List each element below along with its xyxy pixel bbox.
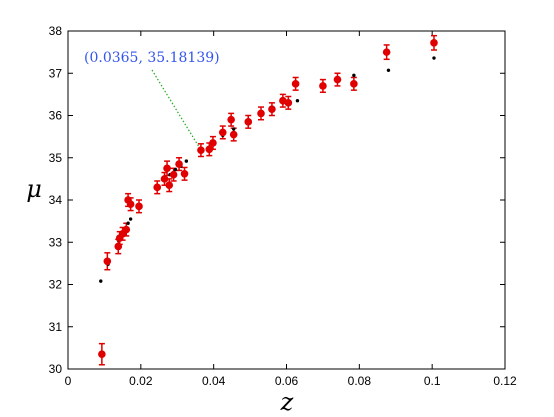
model-point bbox=[185, 159, 188, 162]
y-tick-label: 38 bbox=[49, 24, 63, 38]
observed-point bbox=[175, 160, 183, 168]
y-tick-label: 35 bbox=[49, 151, 63, 165]
x-axis-label: z bbox=[280, 388, 294, 416]
observed-point bbox=[285, 99, 293, 107]
x-tick-label: 0.08 bbox=[348, 374, 372, 388]
model-point bbox=[296, 99, 299, 102]
y-tick-label: 31 bbox=[49, 320, 63, 334]
observed-point bbox=[219, 129, 227, 137]
observed-point bbox=[163, 165, 171, 173]
model-point bbox=[126, 222, 129, 225]
x-tick-label: 0.12 bbox=[493, 374, 517, 388]
observed-point bbox=[127, 200, 135, 208]
y-tick-label: 36 bbox=[49, 109, 63, 123]
model-point bbox=[232, 127, 235, 130]
observed-point bbox=[350, 80, 358, 88]
observed-point bbox=[170, 171, 178, 179]
observed-point bbox=[161, 175, 169, 183]
observed-point bbox=[227, 116, 235, 124]
observed-point bbox=[197, 146, 205, 154]
x-tick-label: 0.04 bbox=[202, 374, 226, 388]
plot-area bbox=[68, 31, 505, 369]
observed-point bbox=[268, 105, 276, 113]
annotation-label: (0.0365, 35.18139) bbox=[84, 50, 220, 66]
x-tick-label: 0 bbox=[65, 374, 72, 388]
observed-point bbox=[383, 48, 391, 56]
model-point bbox=[352, 74, 355, 77]
x-tick-label: 0.06 bbox=[275, 374, 299, 388]
observed-point bbox=[205, 146, 213, 154]
model-point bbox=[174, 168, 177, 171]
y-tick-label: 34 bbox=[49, 193, 63, 207]
y-tick-label: 33 bbox=[49, 235, 63, 249]
observed-point bbox=[153, 184, 161, 192]
x-tick-label: 0.1 bbox=[424, 374, 441, 388]
observed-point bbox=[292, 80, 300, 88]
observed-point bbox=[334, 76, 342, 84]
y-tick-label: 30 bbox=[49, 362, 63, 376]
observed-point bbox=[430, 39, 438, 47]
observed-point bbox=[319, 82, 327, 90]
observed-point bbox=[114, 243, 122, 251]
observed-point bbox=[122, 226, 130, 234]
observed-point bbox=[98, 350, 106, 358]
observed-point bbox=[135, 203, 143, 211]
model-point bbox=[129, 217, 132, 220]
model-point bbox=[99, 279, 102, 282]
model-point bbox=[387, 69, 390, 72]
observed-point bbox=[181, 170, 189, 178]
x-tick-label: 0.02 bbox=[129, 374, 153, 388]
observed-point bbox=[257, 110, 265, 118]
y-tick-label: 37 bbox=[49, 66, 63, 80]
observed-point bbox=[165, 181, 173, 189]
y-tick-label: 32 bbox=[49, 278, 63, 292]
y-axis-label: μ bbox=[26, 175, 42, 203]
observed-point bbox=[209, 139, 217, 147]
observed-point bbox=[244, 118, 252, 126]
observed-point bbox=[104, 257, 112, 265]
model-point bbox=[432, 56, 435, 59]
observed-point bbox=[230, 131, 238, 139]
